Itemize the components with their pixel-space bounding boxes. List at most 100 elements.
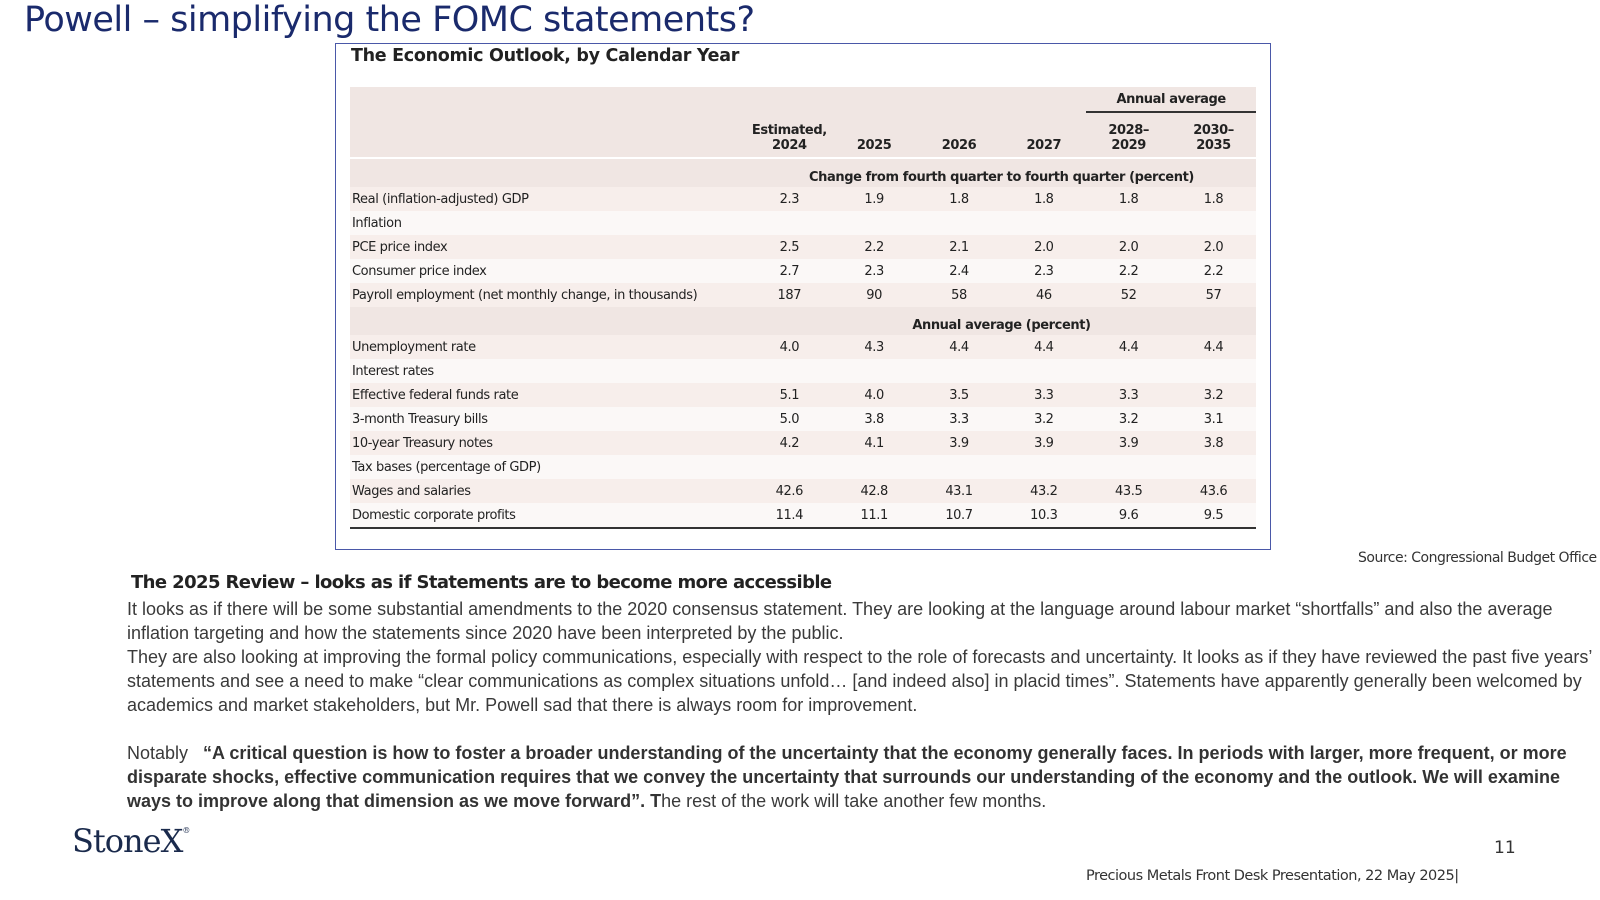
row-label: 10-year Treasury notes xyxy=(350,431,747,455)
paragraph-1: It looks as if there will be some substa… xyxy=(127,599,1553,643)
paragraph-2: They are also looking at improving the f… xyxy=(127,647,1592,715)
table-cell xyxy=(1171,455,1256,479)
table-cell: 2.3 xyxy=(746,187,832,211)
table-cell: 57 xyxy=(1171,283,1256,307)
table-cell: 2.2 xyxy=(831,235,917,259)
table-cell: 2.3 xyxy=(1001,259,1087,283)
table-cell xyxy=(831,455,917,479)
table-row: Consumer price index 2.7 2.3 2.4 2.3 2.2 2.2 xyxy=(350,259,1256,283)
table-cell: 1.9 xyxy=(831,187,917,211)
economic-outlook-table: Annual average Estimated, 2024 2025 2026 2027… xyxy=(350,87,1256,529)
table-cell: 187 xyxy=(746,283,832,307)
table-row: Tax bases (percentage of GDP) xyxy=(350,455,1256,479)
table-cell: 3.9 xyxy=(916,431,1002,455)
notably-tail: he rest of the work will take another fe… xyxy=(661,791,1047,811)
table-row: Real (inflation-adjusted) GDP 2.3 1.9 1.8 1.… xyxy=(350,187,1256,211)
table-cell: 90 xyxy=(831,283,917,307)
table-cell: 2.0 xyxy=(1001,235,1087,259)
table-row: Inflation xyxy=(350,211,1256,235)
table-cell: 3.3 xyxy=(1086,383,1172,407)
table-cell: 2.0 xyxy=(1171,235,1256,259)
table-cell: 3.2 xyxy=(1086,407,1172,431)
stonex-logo: StoneX® xyxy=(72,822,190,860)
table-cell xyxy=(831,359,917,383)
slide-title: Powell – simplifying the FOMC statements… xyxy=(24,0,755,40)
table-cell: 4.0 xyxy=(831,383,917,407)
table-cell xyxy=(746,359,832,383)
source-note: Source: Congressional Budget Office xyxy=(1358,550,1597,566)
table-cell xyxy=(1086,359,1172,383)
column-header: Estimated, 2024 xyxy=(746,112,832,159)
row-label: Real (inflation-adjusted) GDP xyxy=(350,187,747,211)
section-row-q4: Change from fourth quarter to fourth qua… xyxy=(350,158,1256,187)
table-cell: 43.1 xyxy=(916,479,1002,503)
table-cell: 3.1 xyxy=(1171,407,1256,431)
row-label: Effective federal funds rate xyxy=(350,383,747,407)
table-cell xyxy=(1086,211,1172,235)
row-label: Tax bases (percentage of GDP) xyxy=(350,455,747,479)
table-cell xyxy=(1001,211,1087,235)
logo-text: StoneX xyxy=(72,822,183,860)
table-row: Unemployment rate 4.0 4.3 4.4 4.4 4.4 4.4 xyxy=(350,335,1256,359)
table-cell: 9.6 xyxy=(1086,503,1172,529)
table-cell: 1.8 xyxy=(1171,187,1256,211)
table-cell: 1.8 xyxy=(1001,187,1087,211)
row-label: Payroll employment (net monthly change, … xyxy=(350,283,747,307)
table-cell xyxy=(1171,359,1256,383)
row-label: Unemployment rate xyxy=(350,335,747,359)
table-row: 10-year Treasury notes 4.2 4.1 3.9 3.9 3.9 3.8 xyxy=(350,431,1256,455)
table-row: PCE price index 2.5 2.2 2.1 2.0 2.0 2.0 xyxy=(350,235,1256,259)
table-cell: 4.4 xyxy=(1086,335,1172,359)
row-label: Domestic corporate profits xyxy=(350,503,747,529)
table-cell: 2.2 xyxy=(1171,259,1256,283)
row-label: PCE price index xyxy=(350,235,747,259)
table-row: Wages and salaries 42.6 42.8 43.1 43.2 43.5 43… xyxy=(350,479,1256,503)
table-cell: 4.1 xyxy=(831,431,917,455)
table-cell xyxy=(1001,455,1087,479)
table-title: The Economic Outlook, by Calendar Year xyxy=(351,46,740,66)
table-cell: 10.7 xyxy=(916,503,1002,529)
table-cell: 3.9 xyxy=(1001,431,1087,455)
table-cell: 4.2 xyxy=(746,431,832,455)
row-label: Inflation xyxy=(350,211,747,235)
logo-mark: ® xyxy=(182,826,190,835)
table-cell: 2.5 xyxy=(746,235,832,259)
table-row: 3-month Treasury bills 5.0 3.8 3.3 3.2 3.2 3.1 xyxy=(350,407,1256,431)
table-cell: 4.4 xyxy=(1001,335,1087,359)
section-label: Change from fourth quarter to fourth qua… xyxy=(746,158,1256,187)
table-cell: 10.3 xyxy=(1001,503,1087,529)
notably-lead: Notably xyxy=(127,743,204,763)
row-label: Interest rates xyxy=(350,359,747,383)
table-cell: 3.3 xyxy=(1001,383,1087,407)
section-row-annual: Annual average (percent) xyxy=(350,307,1256,335)
table-cell: 42.6 xyxy=(746,479,832,503)
column-header: 2030– 2035 xyxy=(1171,112,1256,159)
table-cell: 4.3 xyxy=(831,335,917,359)
table-cell: 46 xyxy=(1001,283,1087,307)
table-cell xyxy=(746,455,832,479)
table-cell: 3.8 xyxy=(1171,431,1256,455)
table-cell: 3.2 xyxy=(1001,407,1087,431)
table-cell xyxy=(1086,455,1172,479)
column-header: 2027 xyxy=(1001,112,1087,159)
row-label: 3-month Treasury bills xyxy=(350,407,747,431)
annual-average-header: Annual average xyxy=(1086,87,1256,113)
column-header: 2025 xyxy=(831,112,917,159)
table-cell: 3.8 xyxy=(831,407,917,431)
table-cell: 43.5 xyxy=(1086,479,1172,503)
header-row-columns: Estimated, 2024 2025 2026 2027 2028– 2029 2030–… xyxy=(350,112,1256,159)
table-row: Interest rates xyxy=(350,359,1256,383)
section-label: Annual average (percent) xyxy=(746,307,1256,335)
table-cell: 5.1 xyxy=(746,383,832,407)
table-cell: 3.9 xyxy=(1086,431,1172,455)
table-cell: 5.0 xyxy=(746,407,832,431)
table-cell: 3.3 xyxy=(916,407,1002,431)
table-cell: 42.8 xyxy=(831,479,917,503)
table-cell: 11.1 xyxy=(831,503,917,529)
table-cell: 2.4 xyxy=(916,259,1002,283)
body-text: It looks as if there will be some substa… xyxy=(127,597,1597,813)
table-cell xyxy=(746,211,832,235)
row-label: Consumer price index xyxy=(350,259,747,283)
footer-text: Precious Metals Front Desk Presentation,… xyxy=(1086,868,1459,884)
table-cell: 9.5 xyxy=(1171,503,1256,529)
